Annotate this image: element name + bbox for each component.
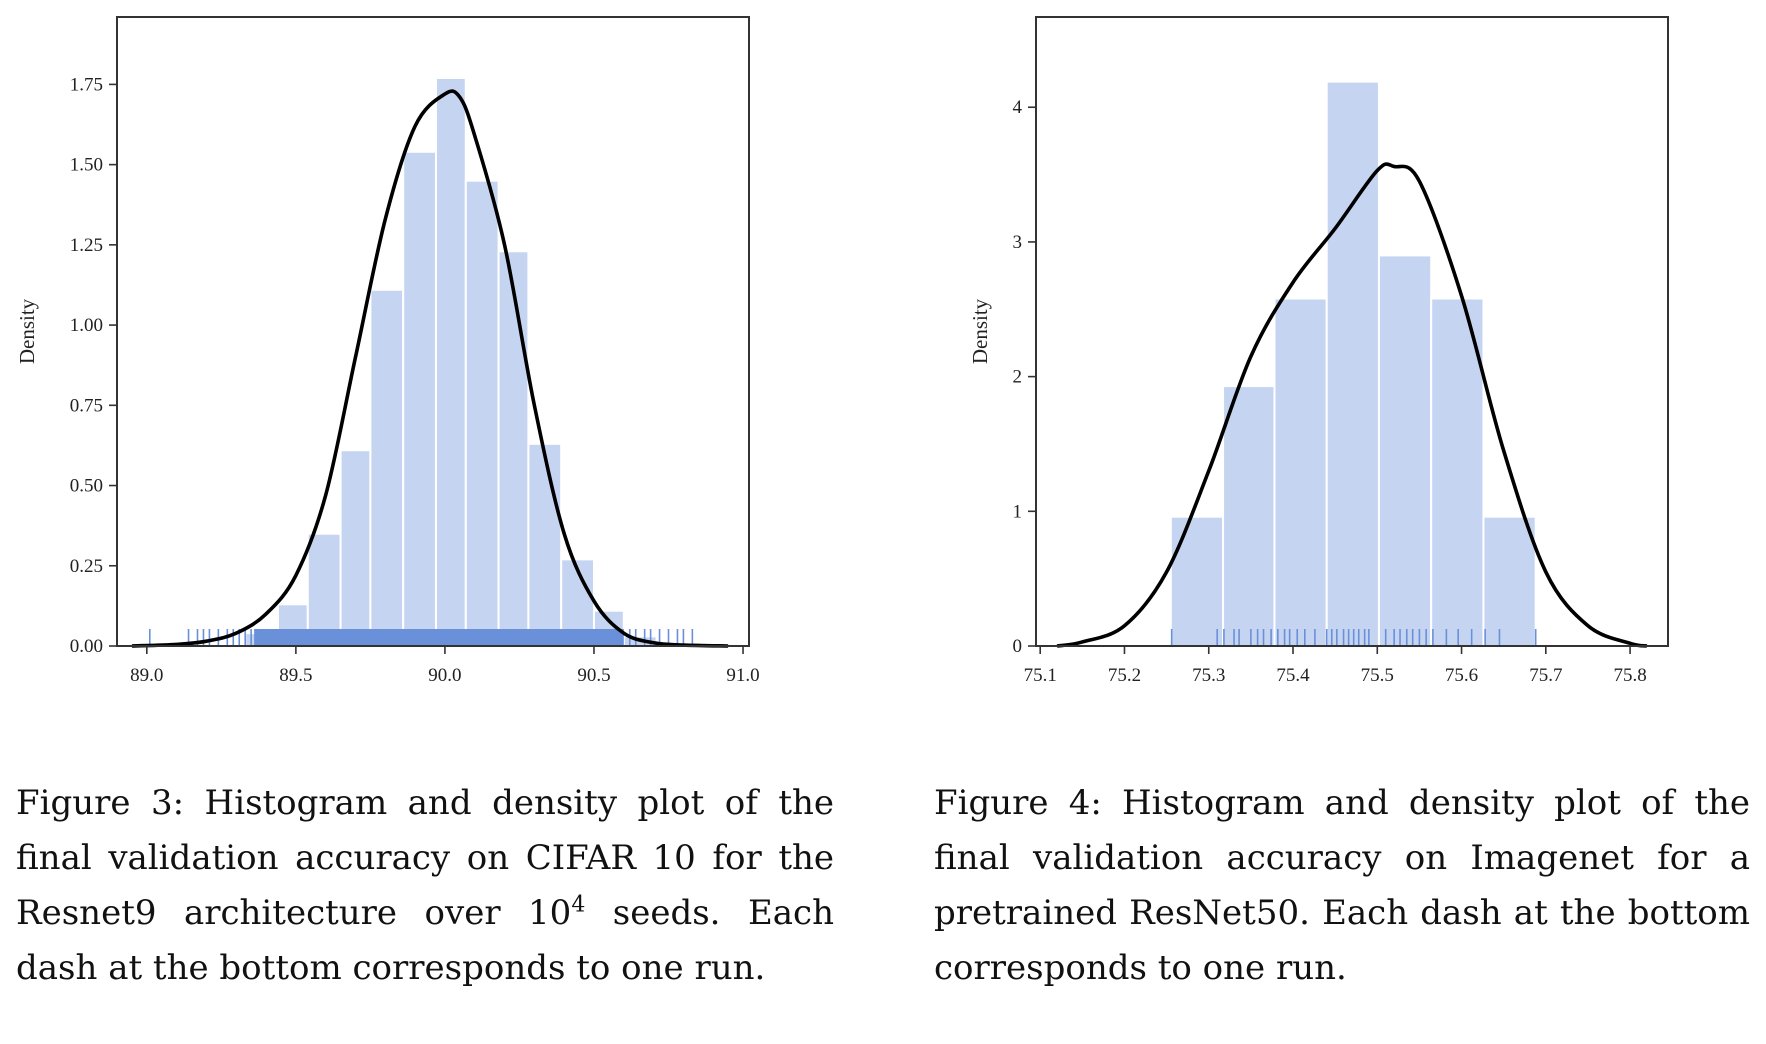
imagenet-x-tick-label: 75.4	[1276, 665, 1310, 686]
imagenet-x-tick-label: 75.1	[1024, 665, 1057, 686]
cifar-bar	[497, 250, 530, 647]
imagenet-y-tick-label: 2	[1013, 367, 1023, 388]
cifar-y-tick-label: 0.75	[70, 395, 103, 416]
figure-4-caption: Figure 4: Histogram and density plot of …	[934, 783, 1750, 988]
cifar-y-tick-label: 0.00	[70, 636, 103, 657]
figure-3-caption: Figure 3: Histogram and density plot of …	[16, 776, 834, 996]
cifar-x-tick-label: 89.0	[130, 665, 163, 686]
imagenet-plot-frame	[1035, 16, 1669, 647]
cifar-rug-band	[254, 629, 624, 646]
imagenet-bar	[1377, 254, 1433, 647]
cifar-bar	[306, 532, 342, 648]
cifar-y-tick-label: 0.50	[70, 476, 103, 497]
imagenet-x-tick-label: 75.6	[1445, 665, 1478, 686]
imagenet-bar	[1482, 515, 1537, 647]
chart-cifar10-histogram: 89.0 89.5 90.0 90.5 91.0 0.00 0.25 0.50 0.75 1.00…	[15, 16, 760, 686]
cifar-x-tick-label: 91.0	[726, 665, 759, 686]
imagenet-x-tick-label: 75.7	[1529, 665, 1562, 686]
imagenet-y-tick-label: 0	[1013, 636, 1023, 657]
cifar-bar	[527, 442, 563, 648]
cifar-plot-frame	[116, 16, 750, 647]
chart-imagenet-histogram: 75.1 75.2 75.3 75.4 75.5 75.6 75.7 75.8 0 1 2 3 4 Den…	[968, 16, 1669, 686]
cifar-bar	[434, 76, 467, 647]
imagenet-y-axis-label: Density	[968, 298, 992, 364]
imagenet-x-tick-label: 75.3	[1192, 665, 1225, 686]
imagenet-x-tick-label: 75.5	[1361, 665, 1394, 686]
imagenet-density-line	[1056, 162, 1648, 648]
cifar-y-tick-label: 0.25	[70, 556, 103, 577]
cifar-y-tick-label: 1.50	[70, 155, 103, 176]
cifar-y-tick-label: 1.00	[70, 315, 103, 336]
figure-3-caption-text: Figure 3: Histogram and density plot of …	[16, 783, 834, 933]
figure-charts: 89.0 89.5 90.0 90.5 91.0 0.00 0.25 0.50 0.75 1.00…	[15, 16, 1669, 686]
imagenet-y-tick-label: 4	[1013, 97, 1023, 118]
imagenet-bar	[1430, 297, 1485, 647]
cifar-x-tick-label: 90.5	[577, 665, 610, 686]
imagenet-bar	[1325, 80, 1380, 648]
cifar-x-tick-label: 89.5	[279, 665, 312, 686]
imagenet-y-tick-label: 3	[1013, 232, 1023, 253]
imagenet-bar	[1222, 385, 1276, 647]
cifar-y-tick-label: 1.75	[70, 74, 103, 95]
imagenet-bar	[1169, 515, 1225, 647]
cifar-bar	[369, 288, 405, 647]
cifar-bar	[464, 179, 500, 647]
cifar-y-tick-label: 1.25	[70, 235, 103, 256]
figure-3-caption-text-end: seeds. Each dash at the bottom correspon…	[16, 893, 834, 988]
imagenet-x-tick-label: 75.8	[1613, 665, 1646, 686]
imagenet-y-tick-label: 1	[1013, 501, 1023, 522]
cifar-bar	[402, 150, 437, 648]
imagenet-bar	[1273, 297, 1328, 647]
cifar-bar	[339, 449, 372, 648]
cifar-density-line	[131, 89, 729, 648]
cifar-y-axis-label: Density	[15, 298, 39, 364]
figure-3-caption-exponent: 4	[571, 892, 586, 918]
imagenet-x-tick-label: 75.2	[1108, 665, 1141, 686]
cifar-x-tick-label: 90.0	[428, 665, 461, 686]
